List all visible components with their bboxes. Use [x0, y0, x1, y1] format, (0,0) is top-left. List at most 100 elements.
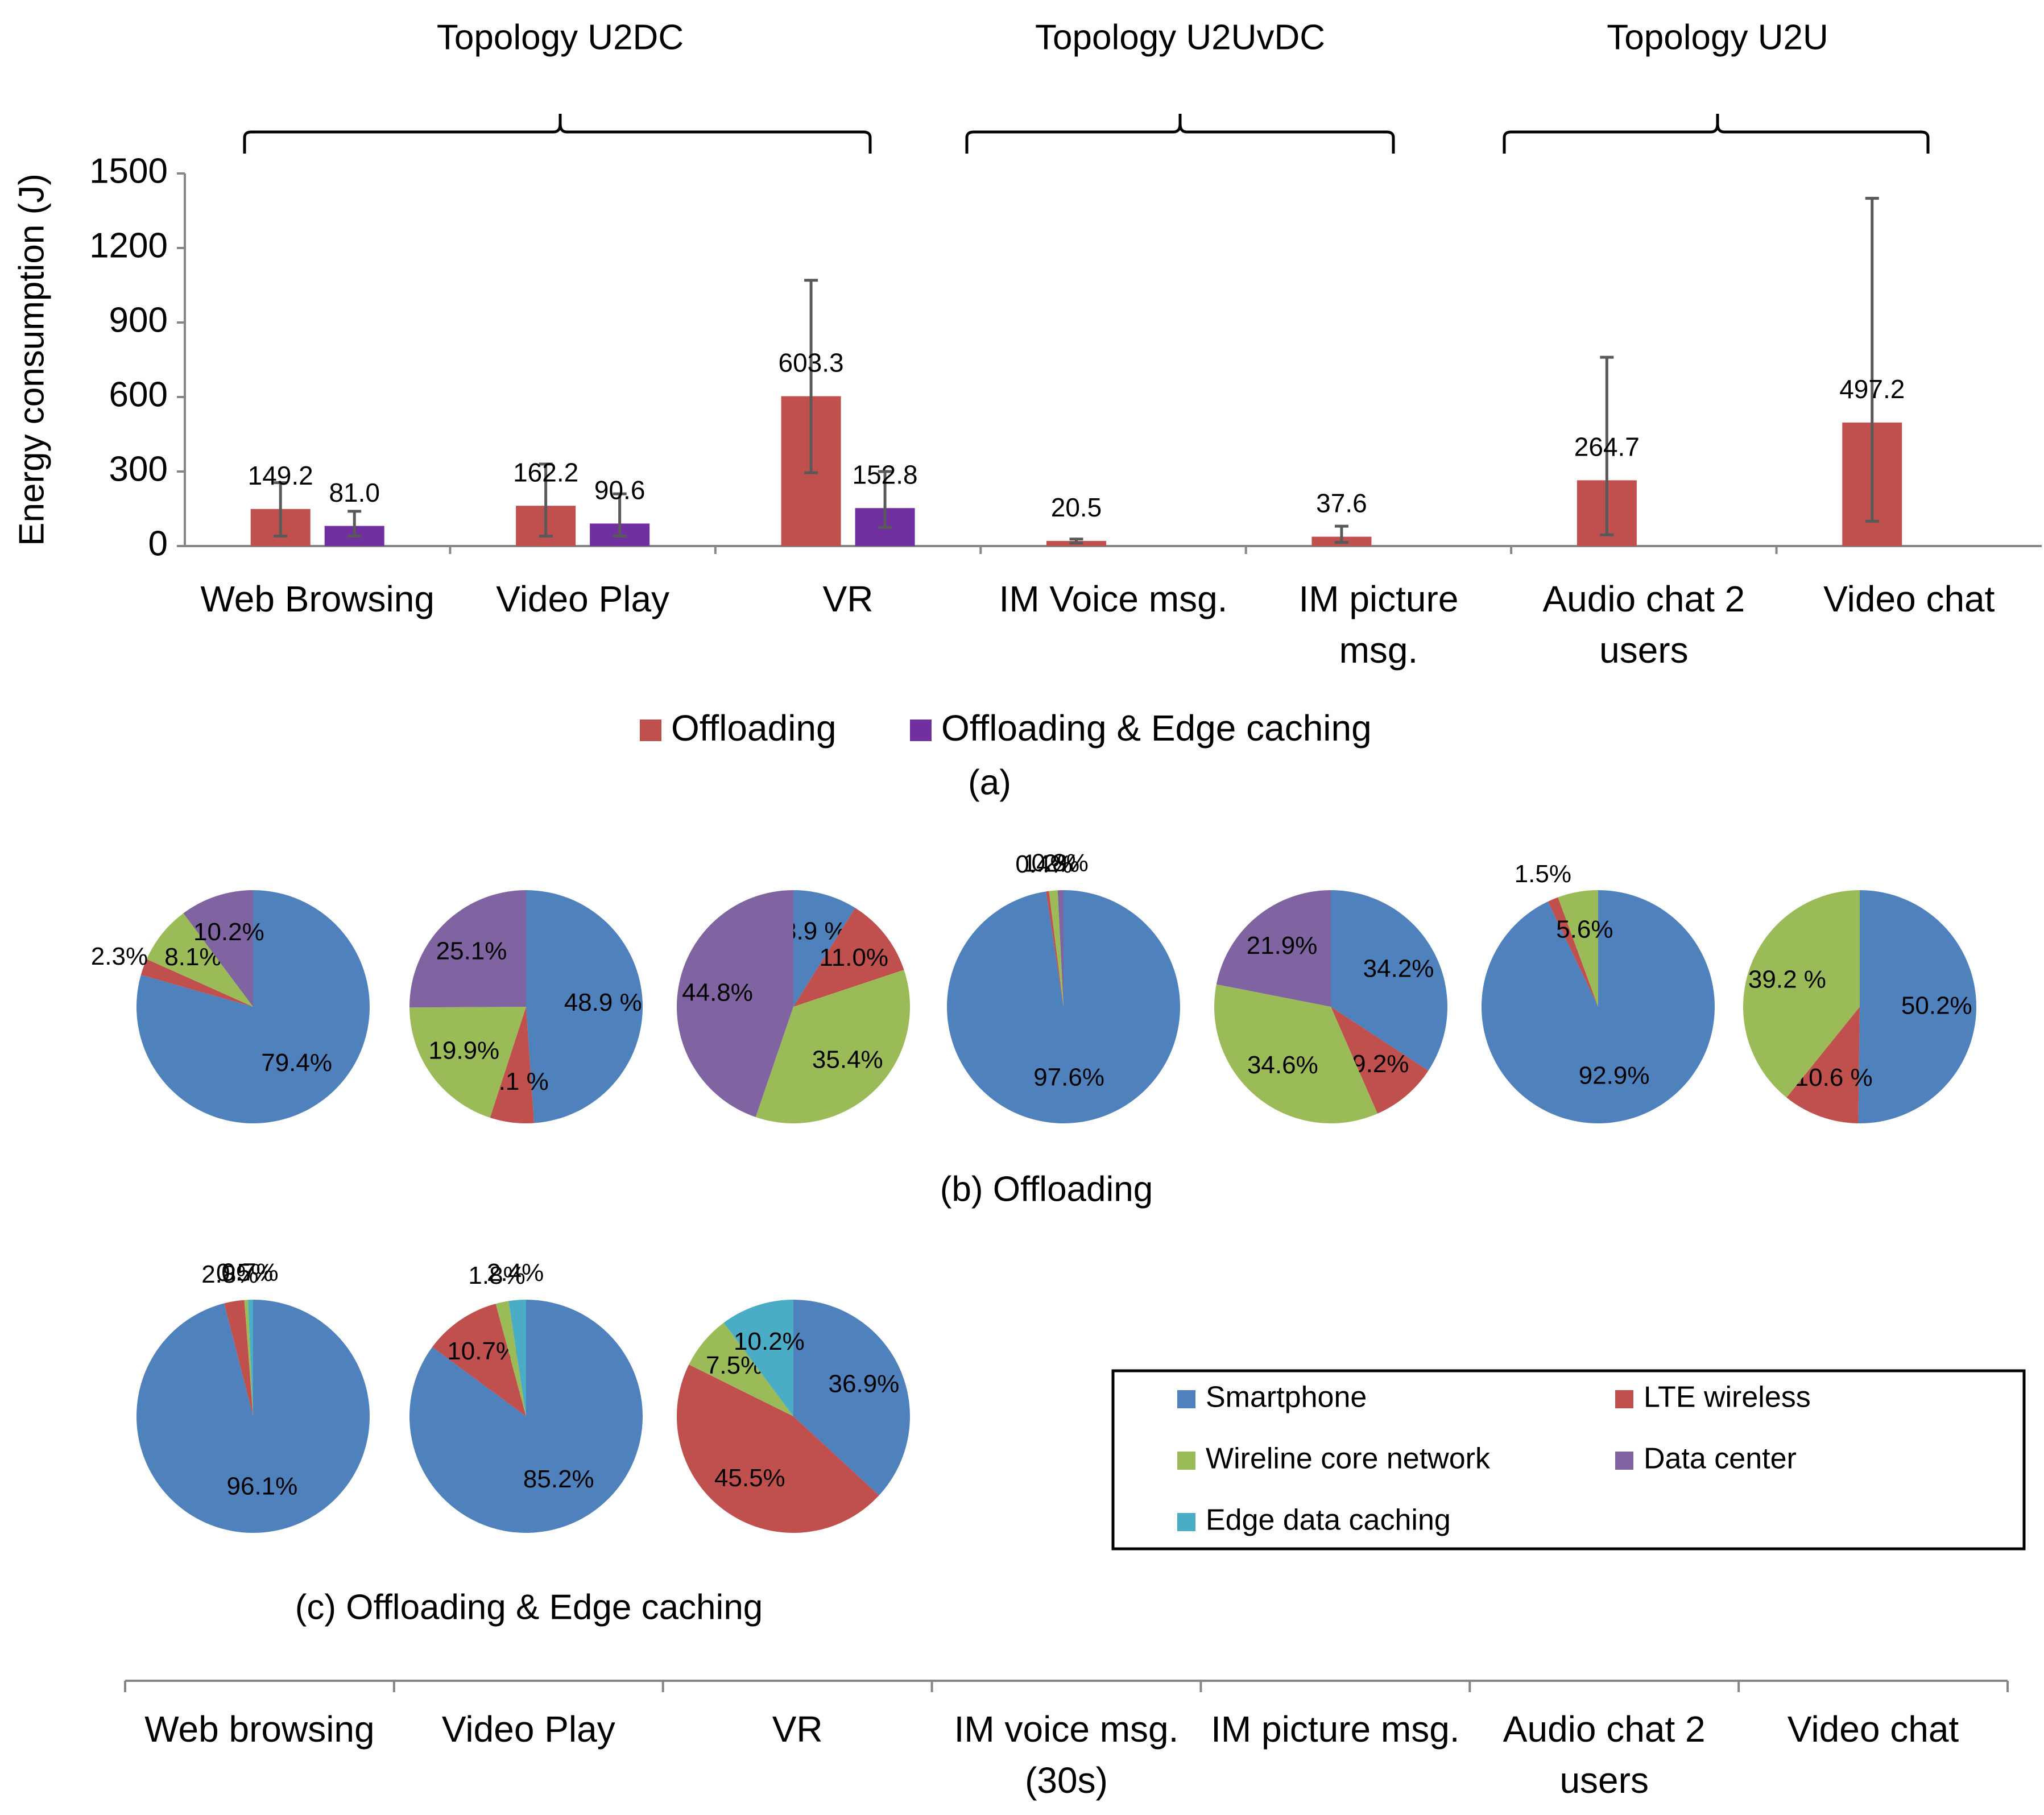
bottom-axis-label: IM voice msg.	[954, 1709, 1179, 1750]
chart-title: (a)	[968, 763, 1011, 802]
pie-label: 97.6%	[1033, 1063, 1104, 1091]
legend-box	[1111, 1369, 2026, 1551]
pie-label: 36.9%	[829, 1370, 900, 1398]
pie-slice	[136, 890, 370, 1123]
pie-slice	[1858, 890, 1976, 1123]
pie-label: 39.2 %	[1748, 966, 1826, 994]
pie-label: 2.3%	[91, 942, 148, 970]
legend-swatch	[910, 720, 932, 741]
pie-label: 79.4%	[261, 1049, 332, 1077]
topology-brace	[1503, 114, 1930, 154]
data-label: 90.6	[594, 476, 646, 505]
pie-slice	[409, 1300, 643, 1533]
bar-chart-a: 0 300 600 900 1200 1500 Energy consumption (J)…	[12, 151, 2042, 802]
pie-label: 2.4%	[487, 1259, 544, 1287]
bottom-axis-label: Video chat	[1788, 1709, 1959, 1750]
bottom-axis-label: Video Play	[442, 1709, 615, 1750]
pie-slice	[755, 970, 910, 1123]
topology-headers: Topology U2DC Topology U2UvDC Topology U2U	[243, 18, 1930, 154]
y-tick-label: 900	[109, 300, 168, 340]
topology-title: Topology U2UvDC	[1035, 18, 1325, 57]
pie-label: 0.7%	[221, 1259, 278, 1287]
data-label: 497.2	[1839, 374, 1905, 404]
x-category-label: users	[1599, 630, 1689, 671]
x-category-label: Audio chat 2	[1542, 578, 1745, 619]
pie-slice	[495, 1301, 526, 1416]
pie-slice	[224, 1300, 253, 1416]
pie-label: 1.2%	[1023, 849, 1079, 877]
bottom-category-axis: Web browsing Video Play VR IM voice msg. (30…	[124, 1680, 2009, 1801]
pie-label: 45.5%	[714, 1464, 785, 1492]
data-label: 20.5	[1051, 493, 1102, 522]
pie-label: 85.2%	[523, 1465, 594, 1493]
topology-title: Topology U2DC	[437, 18, 684, 57]
pie-row-b-offloading: 79.4%2.3% 8.1%10.2%48.9 %6.1 %19.9%25.1%8…	[91, 849, 1976, 1209]
pie-slice	[1057, 890, 1064, 1007]
bottom-axis-label: users	[1559, 1760, 1649, 1801]
bottom-axis-label: Audio chat 2	[1503, 1709, 1706, 1750]
data-label: 37.6	[1316, 489, 1367, 518]
pie-slice	[1481, 890, 1715, 1123]
pie-slice	[947, 890, 1181, 1123]
pie-slice	[689, 1322, 793, 1416]
pie-slice	[677, 1365, 879, 1533]
data-label: 162.2	[513, 457, 578, 487]
legend-label: Offloading & Edge caching	[941, 708, 1372, 749]
y-tick-label: 300	[109, 449, 168, 489]
legend-swatch	[640, 720, 661, 741]
chart-title: (c) Offloading & Edge caching	[295, 1587, 763, 1627]
pie-slice	[793, 908, 904, 1007]
pie-slice	[1331, 1007, 1429, 1114]
pie-label: 21.9%	[1247, 932, 1318, 960]
legend-label: Edge data caching	[1206, 1504, 1451, 1537]
pie-label: 1.8%	[468, 1262, 525, 1289]
bottom-axis-label: Web browsing	[144, 1709, 374, 1750]
pie-slice	[526, 890, 643, 1123]
pie-label: 25.1%	[436, 937, 507, 965]
x-category-label: VR	[823, 578, 874, 619]
legend-swatch	[1177, 1390, 1195, 1408]
pie-slice	[409, 1007, 526, 1118]
pie-label: 96.1%	[227, 1473, 298, 1500]
legend-label: Offloading	[671, 708, 837, 749]
pie-label: 10.2%	[193, 918, 264, 946]
y-tick-label: 1200	[89, 226, 168, 265]
pie-label: 34.6%	[1247, 1051, 1318, 1079]
pie-label: 44.8%	[682, 978, 753, 1006]
pie-label: 48.9 %	[564, 989, 642, 1016]
x-category-label: Video Play	[496, 578, 669, 619]
legend-swatch	[1177, 1513, 1195, 1531]
pie-slice	[1743, 890, 1860, 1098]
data-label: 81.0	[329, 478, 380, 507]
x-category-label: IM Voice msg.	[999, 578, 1228, 619]
pie-slice	[146, 913, 253, 1007]
pie-label: 9.2%	[1352, 1050, 1409, 1078]
pie-slice	[1046, 891, 1064, 1007]
x-category-label: Web Browsing	[200, 578, 434, 619]
y-tick-label: 1500	[89, 151, 168, 191]
pie-slice	[244, 1300, 253, 1416]
legend-label: Wireline core network	[1206, 1442, 1491, 1475]
pie-label: 0.5%	[216, 1259, 273, 1287]
data-label: 264.7	[1574, 432, 1640, 462]
pie-label: 92.9%	[1579, 1062, 1650, 1090]
pie-slice	[432, 1304, 526, 1416]
pie-slice	[1216, 890, 1331, 1007]
x-category-label: IM picture	[1298, 578, 1458, 619]
pie-slice	[1214, 984, 1378, 1123]
x-category-label: msg.	[1339, 630, 1418, 671]
topology-brace	[965, 114, 1395, 154]
legend-swatch	[1615, 1390, 1633, 1408]
x-category-label: Video chat	[1823, 578, 1995, 619]
pie-slice	[136, 1300, 370, 1533]
pie-label: 19.9%	[428, 1036, 499, 1064]
pie-slice	[140, 959, 253, 1007]
pie-legend: Smartphone LTE wireless Wireline core netw…	[1111, 1369, 2026, 1551]
pie-slice	[723, 1300, 793, 1416]
bottom-axis-label: IM picture msg.	[1211, 1709, 1459, 1750]
data-label: 603.3	[779, 348, 844, 378]
y-tick-label: 0	[148, 524, 168, 563]
pie-slice	[1786, 1007, 1860, 1123]
pie-slice	[1331, 890, 1447, 1071]
